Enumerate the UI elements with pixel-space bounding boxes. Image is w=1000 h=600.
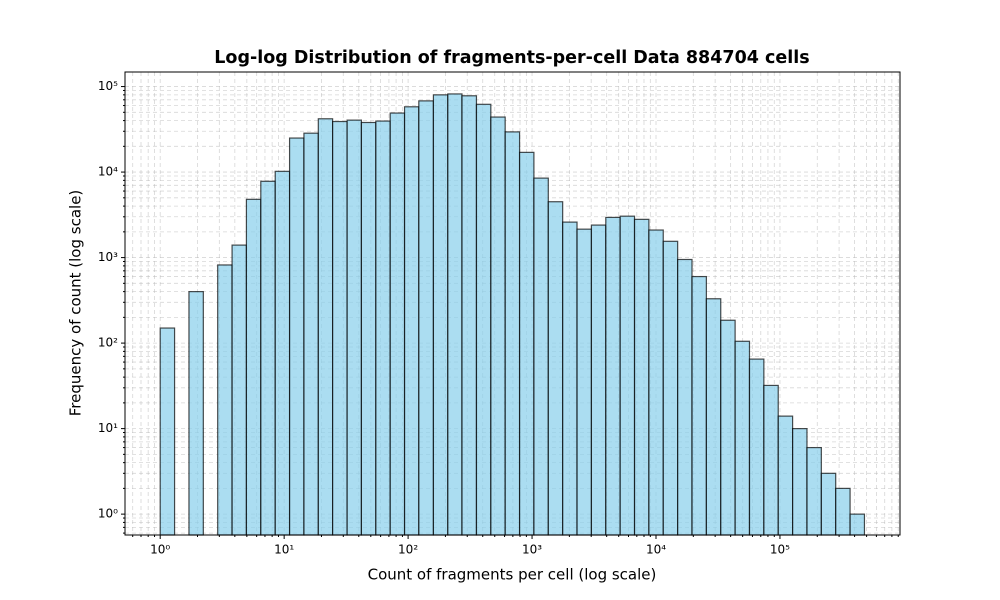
y-axis-label: Frequency of count (log scale) bbox=[67, 190, 85, 417]
bar bbox=[360, 121, 377, 536]
bar bbox=[662, 240, 679, 536]
bar bbox=[303, 132, 319, 536]
bar bbox=[217, 264, 233, 536]
bar bbox=[547, 201, 564, 536]
bar bbox=[461, 95, 478, 536]
bar bbox=[245, 198, 262, 536]
bar bbox=[490, 116, 506, 536]
bar bbox=[590, 224, 607, 536]
bar bbox=[504, 131, 521, 536]
bar bbox=[288, 137, 305, 536]
bar bbox=[619, 215, 636, 536]
bar bbox=[820, 472, 837, 536]
x-tick-label: 10⁴ bbox=[646, 543, 666, 557]
x-axis-label: Count of fragments per cell (log scale) bbox=[368, 566, 657, 584]
bar bbox=[418, 100, 435, 536]
bar bbox=[835, 487, 851, 536]
bar bbox=[389, 112, 406, 536]
bar bbox=[403, 106, 420, 536]
bar bbox=[720, 319, 736, 536]
chart-title: Log-log Distribution of fragments-per-ce… bbox=[214, 48, 809, 68]
bar bbox=[734, 340, 751, 536]
bar bbox=[447, 93, 463, 536]
y-tick-label: 10⁴ bbox=[98, 165, 118, 179]
x-tick-label: 10² bbox=[398, 543, 418, 557]
bar bbox=[518, 151, 535, 536]
y-tick-label: 10³ bbox=[98, 250, 118, 264]
bar bbox=[849, 513, 866, 536]
bar bbox=[633, 218, 650, 536]
bar bbox=[605, 216, 621, 536]
bar bbox=[375, 120, 391, 536]
bar bbox=[274, 170, 291, 536]
y-tick-label: 10⁵ bbox=[98, 79, 118, 93]
bar bbox=[648, 229, 664, 536]
x-tick-label: 10³ bbox=[522, 543, 542, 557]
bar bbox=[260, 180, 276, 536]
bar bbox=[432, 94, 449, 536]
bar bbox=[346, 119, 363, 536]
bar bbox=[533, 177, 549, 536]
x-tick-label: 10¹ bbox=[274, 543, 294, 557]
bar bbox=[677, 258, 693, 536]
bar bbox=[231, 244, 248, 536]
bar bbox=[792, 428, 808, 536]
y-tick-label: 10² bbox=[98, 336, 118, 350]
bar bbox=[332, 120, 348, 536]
y-tick-label: 10¹ bbox=[98, 421, 118, 435]
bar bbox=[317, 118, 334, 536]
x-tick-label: 10⁵ bbox=[770, 543, 790, 557]
bar bbox=[763, 384, 779, 536]
bar bbox=[576, 228, 593, 536]
bar bbox=[691, 275, 707, 536]
bar bbox=[748, 358, 765, 536]
bar bbox=[188, 291, 204, 536]
bar bbox=[475, 103, 492, 536]
bar bbox=[777, 415, 794, 536]
bar bbox=[562, 221, 578, 536]
bar bbox=[806, 446, 822, 536]
x-tick-label: 10⁰ bbox=[150, 543, 170, 557]
y-tick-label: 10⁰ bbox=[98, 507, 118, 521]
bar bbox=[705, 298, 722, 536]
bar bbox=[159, 327, 176, 536]
